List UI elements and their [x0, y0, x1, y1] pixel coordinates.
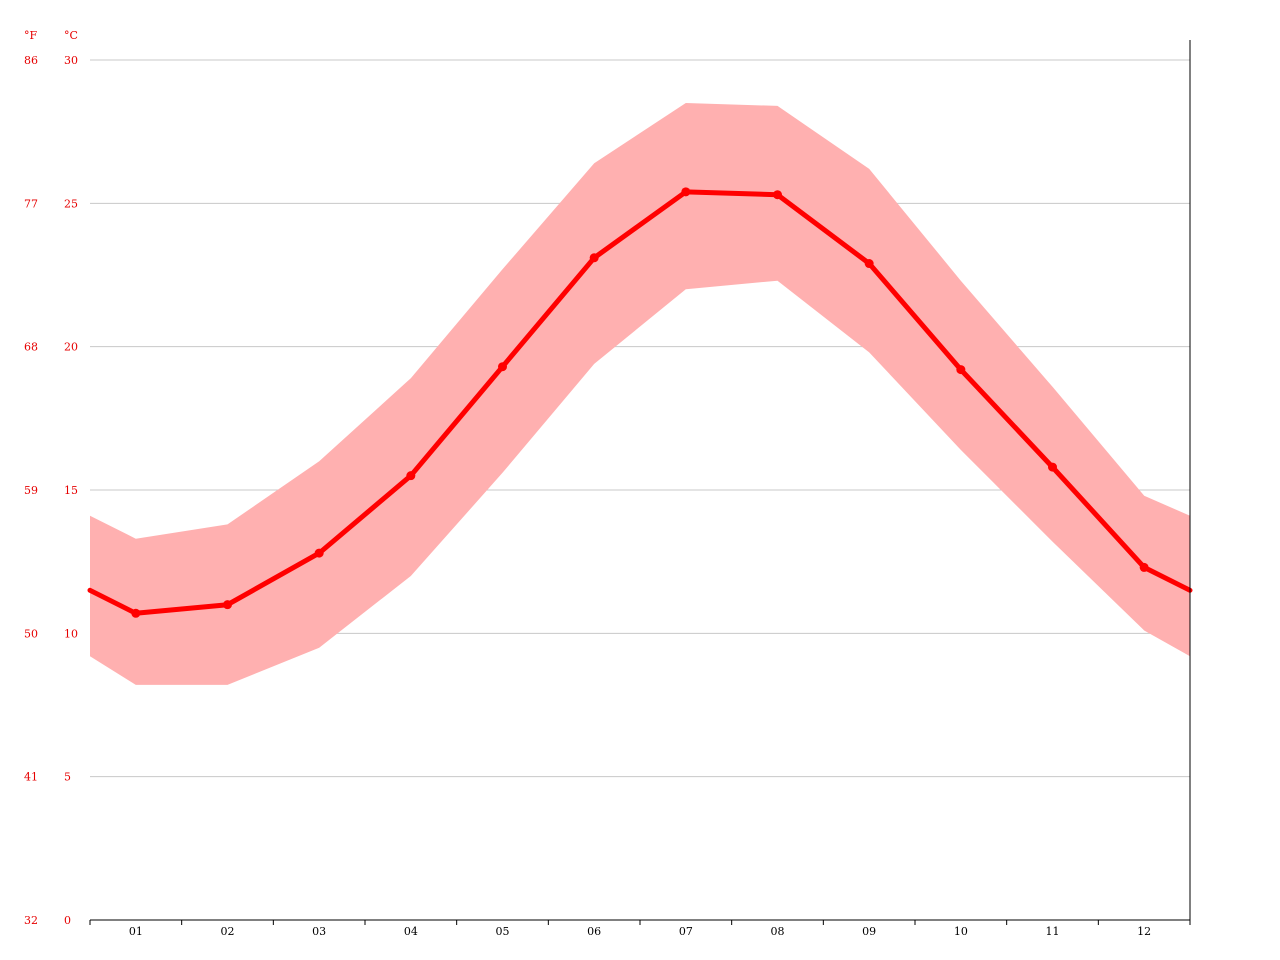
- y-tick-label-fahrenheit: 32: [24, 914, 38, 927]
- x-tick-label: 01: [129, 925, 143, 938]
- y-tick-label-fahrenheit: 86: [24, 54, 38, 67]
- y-tick-label-celsius: 0: [64, 914, 71, 927]
- data-point: [864, 259, 874, 269]
- y-tick-label-fahrenheit: 68: [24, 341, 38, 354]
- data-points: [131, 187, 1149, 618]
- y-tick-label-fahrenheit: 59: [24, 484, 38, 497]
- mean-temperature-line: [87, 189, 1193, 616]
- y-tick-label-celsius: 30: [64, 54, 78, 67]
- data-point: [498, 362, 507, 372]
- y-tick-labels: °F °C 0 32 5 41 10 50 15 59 20 68 25 77 30 86: [24, 29, 78, 927]
- y-tick-label-celsius: 15: [64, 484, 78, 497]
- x-tick-label: 09: [862, 925, 876, 938]
- x-tick-label: 11: [1046, 925, 1060, 938]
- data-point: [314, 548, 324, 558]
- data-point: [1048, 462, 1057, 472]
- y-tick-label-celsius: 5: [64, 771, 71, 784]
- data-point: [681, 187, 691, 197]
- y-tick-label-celsius: 20: [64, 341, 78, 354]
- y-tick-label-celsius: 25: [64, 197, 78, 210]
- temperature-range-band: [90, 103, 1190, 685]
- data-point: [1139, 562, 1149, 572]
- celsius-unit-label: °C: [64, 29, 78, 42]
- y-tick-label-fahrenheit: 41: [24, 771, 38, 784]
- x-tick-label: 05: [496, 925, 510, 938]
- x-ticks: [89, 920, 1191, 925]
- data-point: [406, 471, 416, 481]
- x-tick-label: 07: [679, 925, 693, 938]
- x-tick-label: 08: [771, 925, 785, 938]
- data-point: [589, 253, 599, 263]
- data-point: [956, 365, 966, 375]
- fahrenheit-unit-label: °F: [24, 29, 38, 42]
- x-tick-label: 06: [587, 925, 601, 938]
- x-tick-label: 12: [1137, 925, 1151, 938]
- x-tick-label: 02: [221, 925, 235, 938]
- data-point: [223, 600, 232, 610]
- x-tick-label: 10: [954, 925, 968, 938]
- y-tick-label-fahrenheit: 77: [24, 197, 38, 210]
- x-tick-label: 03: [312, 925, 326, 938]
- x-tick-label: 04: [404, 925, 418, 938]
- y-tick-label-fahrenheit: 50: [24, 627, 38, 640]
- y-tick-label-celsius: 10: [64, 627, 78, 640]
- x-tick-labels: 01 02 03 04 05 06 07 08 09 10 11 12: [129, 925, 1151, 938]
- data-point: [131, 608, 141, 618]
- data-point: [773, 190, 782, 200]
